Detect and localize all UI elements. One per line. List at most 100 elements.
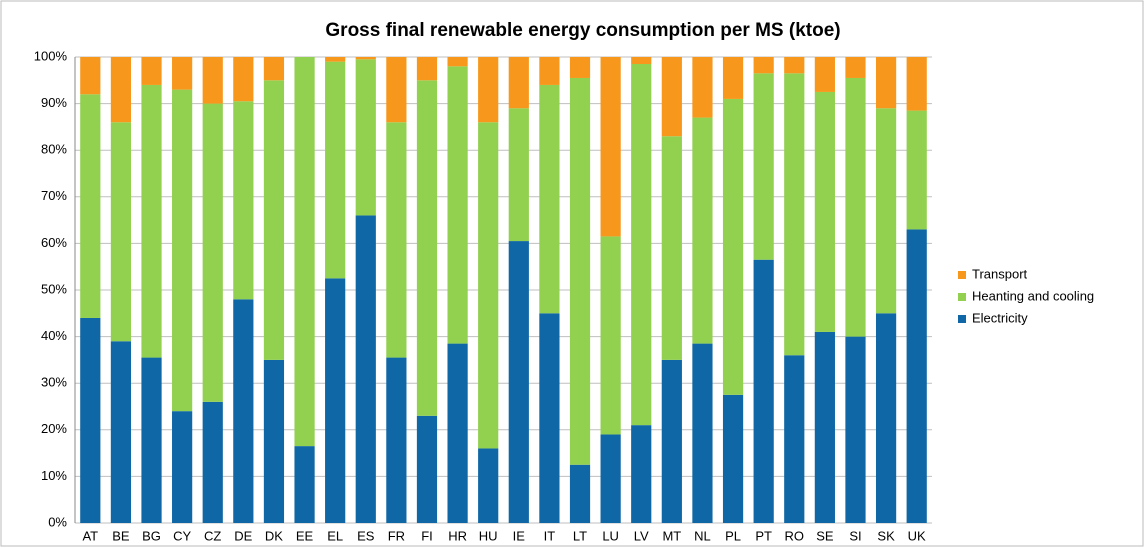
x-tick-label: FR: [388, 528, 405, 543]
bar-segment: [569, 77, 591, 465]
bar-segment: [906, 229, 927, 524]
bar-segment: [508, 108, 529, 242]
bar-segment: [478, 448, 499, 523]
x-tick-label: UK: [908, 528, 926, 543]
bar-segment: [906, 110, 927, 230]
bar-segment: [508, 57, 529, 109]
bar-segment: [722, 98, 744, 395]
bar-segment: [110, 341, 132, 523]
bar-segment: [722, 57, 744, 99]
x-tick-label: PL: [725, 528, 741, 543]
y-tick-label: 60%: [41, 235, 67, 250]
legend-label: Heanting and cooling: [972, 288, 1094, 303]
bar-segment: [294, 57, 315, 447]
bar-segment: [202, 57, 223, 104]
y-tick-label: 90%: [41, 95, 67, 110]
x-tick-label: IE: [513, 528, 526, 543]
bar-segment: [784, 57, 805, 74]
bar-segment: [569, 464, 591, 523]
legend-swatch: [958, 315, 966, 323]
bar-segment: [172, 89, 193, 412]
x-tick-label: RO: [785, 528, 805, 543]
x-tick-label: BE: [112, 528, 130, 543]
y-tick-label: 40%: [41, 328, 67, 343]
y-tick-label: 30%: [41, 375, 67, 390]
bar-segment: [600, 434, 621, 523]
bar-segment: [692, 57, 713, 118]
x-tick-label: ES: [357, 528, 375, 543]
bar-segment: [875, 108, 897, 314]
legend-swatch: [958, 271, 966, 279]
bar-segment: [110, 57, 132, 123]
bar-segment: [661, 57, 682, 137]
x-tick-label: DE: [234, 528, 252, 543]
bar-segment: [600, 57, 621, 237]
bar-segment: [845, 336, 866, 523]
bar-segment: [661, 136, 682, 360]
bar-segment: [447, 57, 468, 67]
bar-segment: [233, 299, 254, 523]
bar-segment: [416, 57, 438, 81]
bar-segment: [416, 415, 438, 523]
bar-segment: [631, 57, 652, 64]
x-tick-label: HR: [448, 528, 467, 543]
bar-segment: [355, 57, 376, 60]
x-tick-label: LV: [634, 528, 649, 543]
bar-segment: [386, 357, 407, 523]
x-tick-label: LT: [573, 528, 587, 543]
x-tick-label: PT: [755, 528, 772, 543]
x-tick-label: IT: [544, 528, 556, 543]
bar-segment: [325, 57, 346, 62]
x-tick-label: EE: [296, 528, 314, 543]
bar-segment: [814, 57, 835, 92]
bar-segment: [386, 122, 407, 358]
x-tick-label: AT: [82, 528, 98, 543]
bar-segment: [845, 57, 866, 78]
bar-segment: [172, 57, 193, 90]
bar-segment: [447, 66, 468, 344]
y-tick-label: 100%: [34, 48, 68, 63]
x-tick-label: SI: [849, 528, 861, 543]
legend-swatch: [958, 293, 966, 301]
bar-segment: [233, 57, 254, 102]
bar-segment: [539, 57, 560, 85]
bar-segment: [539, 84, 560, 314]
x-tick-label: BG: [142, 528, 161, 543]
legend-label: Transport: [972, 266, 1028, 281]
bar-segment: [80, 94, 101, 318]
bar-segment: [110, 122, 132, 342]
x-tick-label: CZ: [204, 528, 221, 543]
x-tick-label: MT: [662, 528, 681, 543]
bar-segment: [325, 61, 346, 279]
bar-segment: [631, 425, 652, 523]
bar-segment: [508, 241, 529, 523]
bar-segment: [386, 57, 407, 123]
bar-segment: [753, 57, 774, 74]
bar-segment: [784, 355, 805, 523]
bar-segment: [784, 73, 805, 356]
chart-title: Gross final renewable energy consumption…: [325, 20, 840, 41]
bar-segment: [355, 215, 376, 523]
bar-segment: [233, 101, 254, 300]
bar-segment: [141, 84, 162, 358]
bar-segment: [692, 343, 713, 523]
bar-segment: [661, 359, 682, 523]
bar-segment: [753, 73, 774, 260]
bar-segment: [80, 317, 101, 523]
bar-segment: [172, 411, 193, 523]
bar-segment: [478, 122, 499, 449]
y-tick-label: 80%: [41, 142, 67, 157]
y-tick-label: 50%: [41, 281, 67, 296]
bar-segment: [80, 57, 101, 95]
y-tick-label: 0%: [48, 514, 67, 529]
x-tick-label: NL: [694, 528, 711, 543]
bar-segment: [692, 117, 713, 344]
bar-segment: [631, 63, 652, 426]
bar-segment: [753, 259, 774, 523]
bar-segment: [263, 80, 285, 360]
x-tick-label: FI: [421, 528, 433, 543]
x-tick-label: HU: [479, 528, 498, 543]
y-tick-label: 10%: [41, 468, 67, 483]
bar-segment: [539, 313, 560, 523]
